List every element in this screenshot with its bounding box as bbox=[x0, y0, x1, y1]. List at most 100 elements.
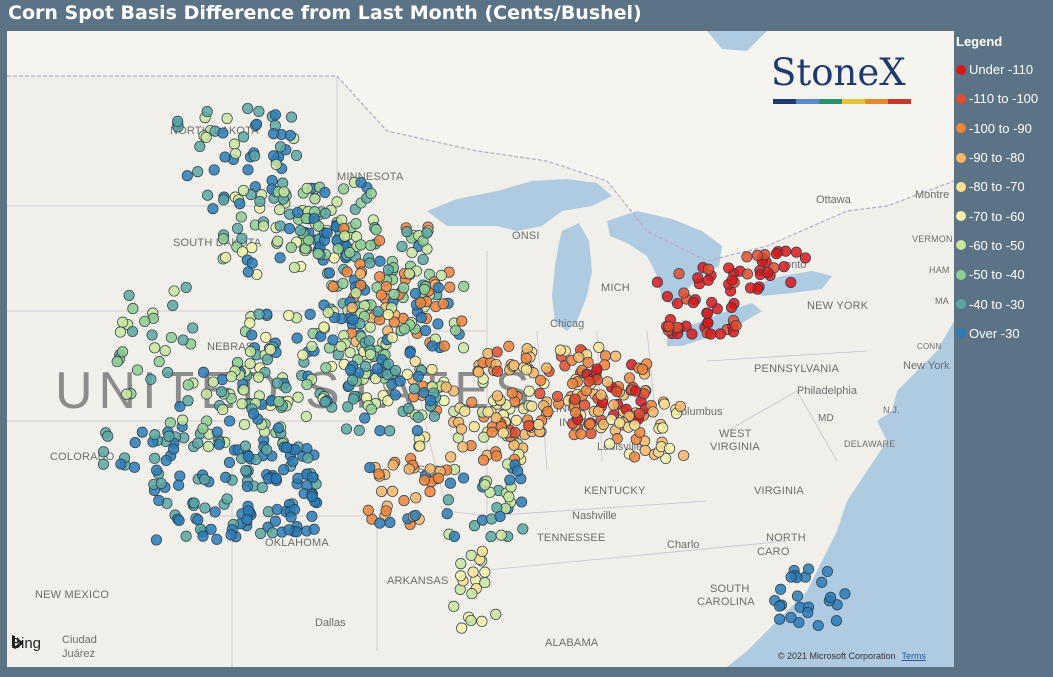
basis-marker[interactable] bbox=[274, 220, 286, 232]
legend-item[interactable]: -60 to -50 bbox=[956, 231, 1053, 260]
basis-marker[interactable] bbox=[387, 459, 399, 471]
basis-marker[interactable] bbox=[799, 252, 811, 264]
basis-marker[interactable] bbox=[458, 280, 470, 292]
basis-marker[interactable] bbox=[235, 211, 247, 223]
basis-marker[interactable] bbox=[437, 298, 449, 310]
basis-marker[interactable] bbox=[468, 520, 481, 532]
basis-marker[interactable] bbox=[301, 378, 313, 390]
basis-marker[interactable] bbox=[374, 255, 386, 267]
basis-marker[interactable] bbox=[580, 385, 592, 397]
legend-item[interactable]: Over -30 bbox=[956, 319, 1053, 348]
basis-marker[interactable] bbox=[155, 477, 167, 489]
basis-marker[interactable] bbox=[335, 340, 347, 352]
basis-marker[interactable] bbox=[272, 235, 284, 247]
basis-marker[interactable] bbox=[300, 410, 312, 422]
basis-marker[interactable] bbox=[281, 442, 293, 454]
basis-marker[interactable] bbox=[177, 334, 189, 346]
basis-marker[interactable] bbox=[491, 365, 504, 377]
basis-marker[interactable] bbox=[370, 224, 382, 236]
basis-marker[interactable] bbox=[344, 364, 357, 376]
basis-marker[interactable] bbox=[458, 472, 470, 484]
basis-marker[interactable] bbox=[414, 297, 427, 309]
basis-marker[interactable] bbox=[701, 307, 714, 319]
basis-marker[interactable] bbox=[426, 364, 438, 376]
basis-marker[interactable] bbox=[382, 395, 394, 407]
basis-marker[interactable] bbox=[380, 505, 392, 517]
basis-marker[interactable] bbox=[401, 368, 413, 380]
basis-marker[interactable] bbox=[353, 424, 365, 436]
basis-marker[interactable] bbox=[285, 511, 297, 523]
basis-marker[interactable] bbox=[476, 514, 489, 526]
legend-item[interactable]: -80 to -70 bbox=[956, 172, 1053, 201]
basis-marker[interactable] bbox=[242, 450, 254, 462]
basis-marker[interactable] bbox=[225, 371, 237, 383]
basis-marker[interactable] bbox=[283, 309, 295, 322]
basis-marker[interactable] bbox=[509, 427, 521, 439]
basis-marker[interactable] bbox=[182, 395, 194, 407]
basis-marker[interactable] bbox=[597, 418, 610, 430]
basis-marker[interactable] bbox=[292, 206, 304, 219]
basis-marker[interactable] bbox=[523, 385, 535, 397]
legend-item[interactable]: -100 to -90 bbox=[956, 114, 1053, 143]
basis-marker[interactable] bbox=[490, 608, 502, 620]
basis-marker[interactable] bbox=[614, 417, 626, 429]
basis-marker[interactable] bbox=[457, 441, 469, 453]
basis-marker[interactable] bbox=[398, 495, 410, 507]
basis-marker[interactable] bbox=[495, 529, 507, 541]
basis-marker[interactable] bbox=[271, 503, 283, 515]
basis-marker[interactable] bbox=[785, 276, 797, 288]
basis-marker[interactable] bbox=[244, 346, 257, 358]
basis-marker[interactable] bbox=[455, 570, 467, 582]
basis-marker[interactable] bbox=[354, 268, 366, 280]
basis-marker[interactable] bbox=[269, 109, 281, 121]
basis-marker[interactable] bbox=[252, 371, 265, 383]
basis-marker[interactable] bbox=[150, 534, 162, 546]
basis-marker[interactable] bbox=[247, 408, 260, 420]
basis-marker[interactable] bbox=[172, 115, 184, 127]
basis-marker[interactable] bbox=[359, 412, 371, 424]
basis-marker[interactable] bbox=[223, 456, 235, 468]
basis-marker[interactable] bbox=[237, 184, 250, 196]
basis-marker[interactable] bbox=[266, 527, 279, 539]
basis-marker[interactable] bbox=[253, 105, 265, 117]
basis-marker[interactable] bbox=[302, 452, 314, 464]
basis-marker[interactable] bbox=[661, 290, 673, 303]
basis-marker[interactable] bbox=[432, 282, 444, 294]
basis-marker[interactable] bbox=[419, 325, 432, 337]
basis-marker[interactable] bbox=[825, 591, 837, 603]
basis-marker[interactable] bbox=[504, 474, 516, 486]
basis-marker[interactable] bbox=[575, 428, 587, 440]
basis-marker[interactable] bbox=[344, 346, 356, 359]
basis-marker[interactable] bbox=[773, 600, 786, 612]
basis-marker[interactable] bbox=[523, 420, 535, 432]
basis-marker[interactable] bbox=[466, 396, 478, 408]
basis-marker[interactable] bbox=[327, 334, 339, 346]
basis-marker[interactable] bbox=[257, 220, 270, 232]
basis-marker[interactable] bbox=[347, 393, 360, 405]
basis-marker[interactable] bbox=[192, 437, 204, 449]
basis-marker[interactable] bbox=[192, 514, 204, 526]
basis-marker[interactable] bbox=[207, 376, 219, 388]
basis-marker[interactable] bbox=[211, 426, 223, 438]
basis-marker[interactable] bbox=[401, 226, 413, 238]
basis-marker[interactable] bbox=[287, 456, 299, 468]
basis-marker[interactable] bbox=[284, 129, 296, 141]
basis-marker[interactable] bbox=[839, 588, 851, 600]
basis-marker[interactable] bbox=[421, 227, 433, 239]
basis-marker[interactable] bbox=[751, 249, 763, 261]
basis-marker[interactable] bbox=[485, 531, 497, 543]
basis-marker[interactable] bbox=[384, 425, 396, 437]
basis-marker[interactable] bbox=[306, 510, 318, 522]
basis-marker[interactable] bbox=[288, 261, 301, 274]
basis-marker[interactable] bbox=[584, 418, 596, 430]
basis-marker[interactable] bbox=[341, 266, 353, 278]
basis-marker[interactable] bbox=[217, 233, 229, 245]
basis-marker[interactable] bbox=[516, 496, 528, 508]
basis-marker[interactable] bbox=[249, 150, 261, 162]
basis-marker[interactable] bbox=[364, 462, 376, 474]
basis-marker[interactable] bbox=[346, 302, 358, 314]
basis-marker[interactable] bbox=[424, 463, 436, 475]
basis-marker[interactable] bbox=[159, 345, 171, 357]
basis-marker[interactable] bbox=[355, 176, 367, 189]
basis-marker[interactable] bbox=[97, 446, 110, 458]
